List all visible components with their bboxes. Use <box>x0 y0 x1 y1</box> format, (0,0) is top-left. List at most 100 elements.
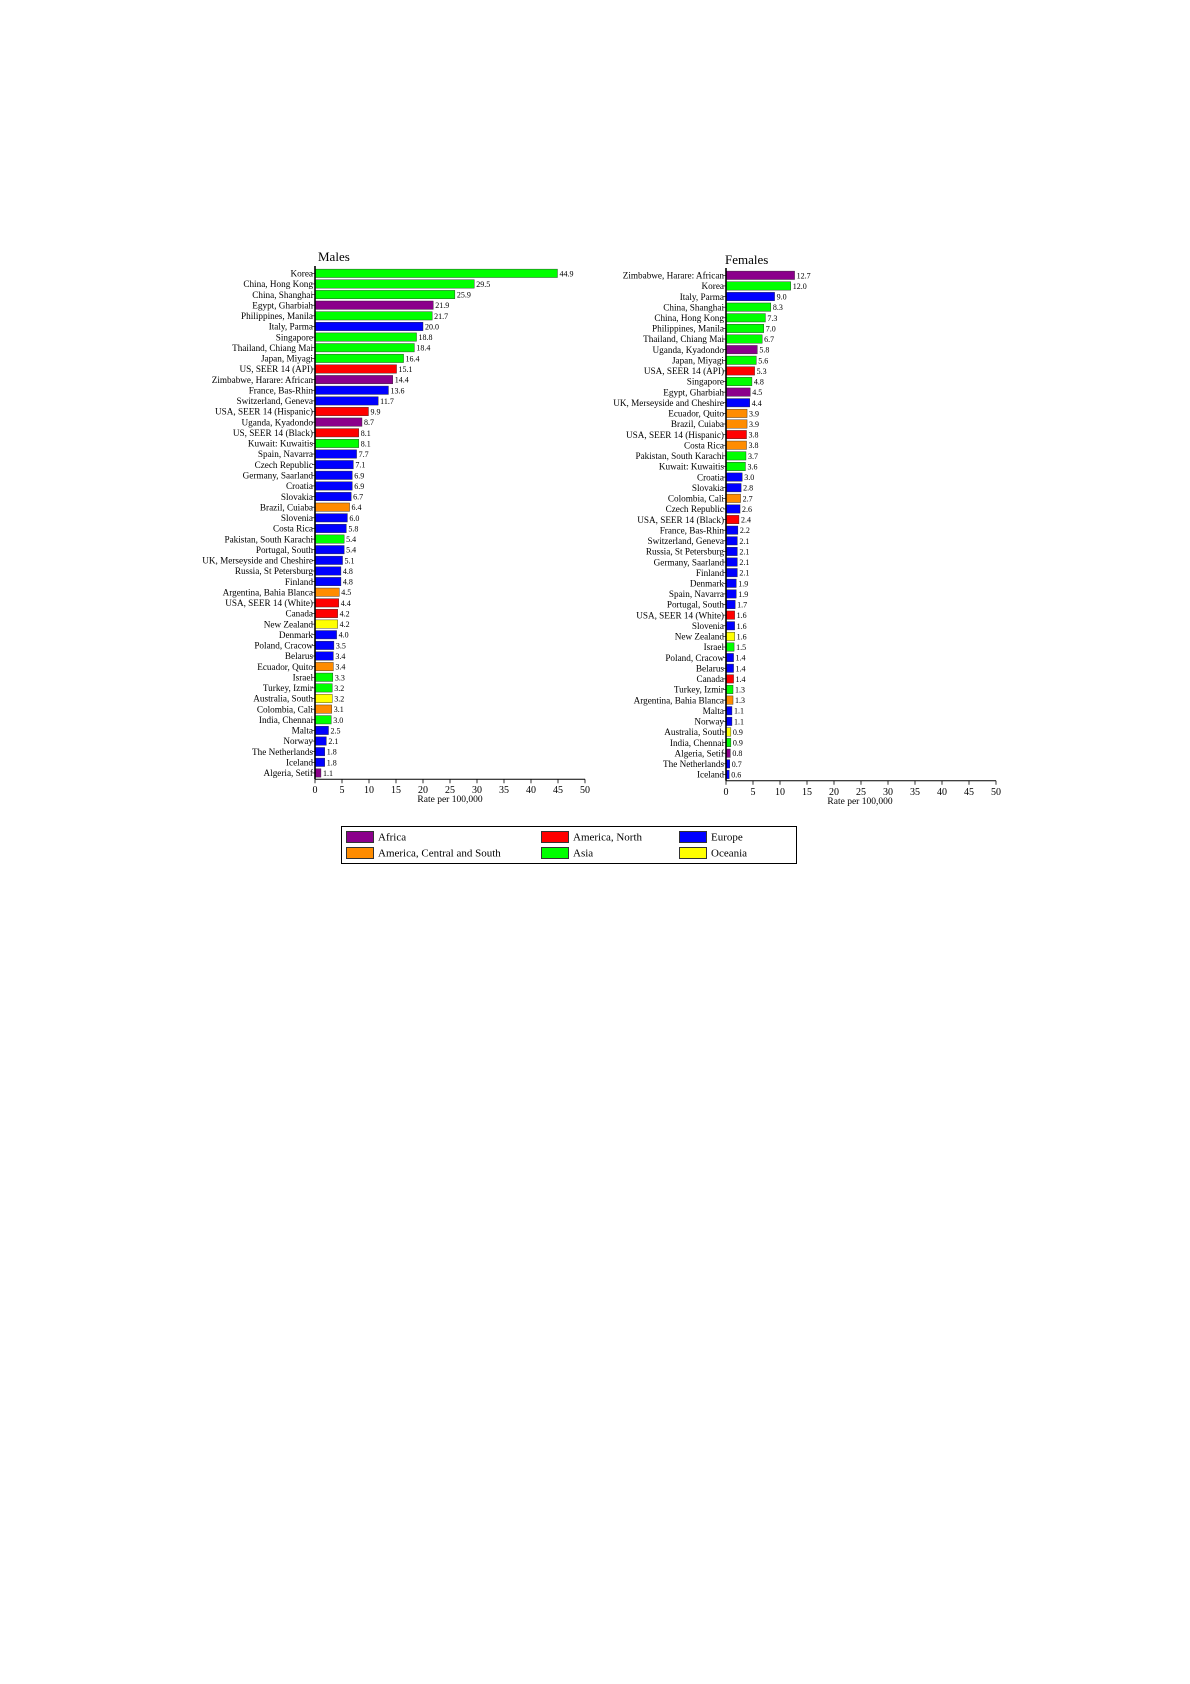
females-x-tick-label: 35 <box>910 787 920 798</box>
females-bar <box>725 472 743 482</box>
females-bar <box>725 706 733 716</box>
males-chart-title: Males <box>318 249 350 264</box>
males-category-label: USA, SEER 14 (White) <box>225 598 313 608</box>
males-bar <box>314 768 322 778</box>
females-category-label: Denmark <box>690 578 725 588</box>
legend-item: America, North <box>541 830 642 844</box>
females-value-label: 12.0 <box>793 282 807 291</box>
females-bar <box>725 663 734 673</box>
females-category-label: Switzerland, Geneva <box>647 536 724 546</box>
males-value-label: 8.7 <box>364 418 374 427</box>
females-category-label: Zimbabwe, Harare: African <box>623 271 725 281</box>
males-value-label: 21.7 <box>434 312 448 321</box>
females-category-label: Croatia <box>697 472 724 482</box>
legend-swatch <box>679 847 707 860</box>
females-category-label: Brazil, Cuiaba <box>671 419 724 429</box>
legend-label: Asia <box>573 847 594 860</box>
females-value-label: 5.3 <box>757 367 767 376</box>
males-bar <box>314 726 329 735</box>
males-category-label: Slovenia <box>281 513 313 523</box>
females-category-label: Malta <box>703 706 724 716</box>
females-bar <box>725 313 766 323</box>
females-value-label: 2.6 <box>742 505 752 514</box>
males-bar <box>314 619 338 629</box>
females-x-tick-label: 30 <box>883 787 893 798</box>
males-category-label: Poland, Cracow <box>254 641 313 651</box>
males-value-label: 6.9 <box>354 471 364 480</box>
females-value-label: 1.7 <box>737 601 747 610</box>
females-value-label: 3.6 <box>747 462 757 471</box>
legend-item: Europe <box>679 830 743 844</box>
males-bar <box>314 300 434 310</box>
females-value-label: 1.9 <box>738 579 748 588</box>
males-bar <box>314 343 415 353</box>
females-category-label: Belarus <box>696 663 724 673</box>
females-value-label: 5.6 <box>758 356 768 365</box>
females-value-label: 2.4 <box>741 516 751 525</box>
females-value-label: 0.9 <box>733 728 743 737</box>
males-value-label: 11.7 <box>380 397 394 406</box>
males-category-label: Zimbabwe, Harare: African <box>212 375 314 385</box>
males-value-label: 6.4 <box>352 503 362 512</box>
females-value-label: 1.4 <box>736 664 746 673</box>
males-category-label: Norway <box>283 736 313 746</box>
males-x-tick-label: 35 <box>499 785 509 796</box>
females-category-label: Philippines, Manila <box>652 324 724 334</box>
females-bar <box>725 578 737 588</box>
males-category-label: Switzerland, Geneva <box>236 396 313 406</box>
females-bar <box>725 493 741 503</box>
males-value-label: 1.8 <box>327 748 337 757</box>
males-value-label: 3.3 <box>335 673 345 682</box>
males-x-tick-label: 20 <box>418 785 428 796</box>
males-bar <box>314 470 353 480</box>
males-value-label: 5.8 <box>348 524 358 533</box>
females-category-label: Russia, St Petersburg <box>646 547 725 557</box>
females-bar <box>725 547 738 556</box>
males-value-label: 5.1 <box>345 556 355 565</box>
males-category-label: Egypt, Gharbiah <box>252 300 313 310</box>
males-category-label: New Zealand <box>264 619 314 629</box>
females-bar <box>725 568 738 578</box>
males-category-label: Finland <box>285 577 313 587</box>
legend-item: America, Central and South <box>346 846 501 860</box>
females-value-label: 9.0 <box>777 293 787 302</box>
females-category-label: Singapore <box>687 377 724 387</box>
males-value-label: 8.1 <box>361 429 371 438</box>
males-bar <box>314 332 417 342</box>
females-bar <box>725 398 750 408</box>
males-bar <box>314 662 334 672</box>
females-category-label: USA, SEER 14 (Hispanic) <box>626 430 724 440</box>
females-value-label: 2.1 <box>739 569 749 578</box>
females-bar <box>725 451 747 461</box>
females-category-label: China, Hong Kong <box>654 313 724 323</box>
females-value-label: 4.8 <box>754 378 764 387</box>
females-x-tick-label: 0 <box>724 787 729 798</box>
males-bar <box>314 322 424 331</box>
males-bar <box>314 609 338 618</box>
males-category-label: USA, SEER 14 (Hispanic) <box>215 407 313 417</box>
females-value-label: 3.0 <box>744 473 754 482</box>
females-category-label: UK, Merseyside and Cheshire <box>613 398 724 408</box>
females-category-label: India, Chennai <box>670 738 725 748</box>
males-bar <box>314 385 389 395</box>
males-bar <box>314 555 343 565</box>
males-value-label: 6.7 <box>353 493 363 502</box>
males-value-label: 25.9 <box>457 291 471 300</box>
males-value-label: 3.5 <box>336 641 346 650</box>
females-category-label: China, Shanghai <box>663 302 724 312</box>
females-category-label: Argentina, Bahia Blanca <box>634 695 724 705</box>
females-value-label: 3.9 <box>749 409 759 418</box>
females-bar <box>725 631 735 641</box>
females-value-label: 3.9 <box>749 420 759 429</box>
males-category-label: Spain, Navarra <box>258 449 313 459</box>
males-x-tick-label: 30 <box>472 785 482 796</box>
males-bar <box>314 694 333 703</box>
males-bar <box>314 290 456 299</box>
males-value-label: 7.1 <box>355 461 365 470</box>
females-category-label: Colombia, Cali <box>668 494 725 504</box>
males-value-label: 13.6 <box>390 386 404 395</box>
females-bar <box>725 600 736 609</box>
females-category-label: Slovakia <box>692 483 724 493</box>
males-value-label: 6.9 <box>354 482 364 491</box>
males-category-label: Thailand, Chiang Mai <box>232 343 313 353</box>
